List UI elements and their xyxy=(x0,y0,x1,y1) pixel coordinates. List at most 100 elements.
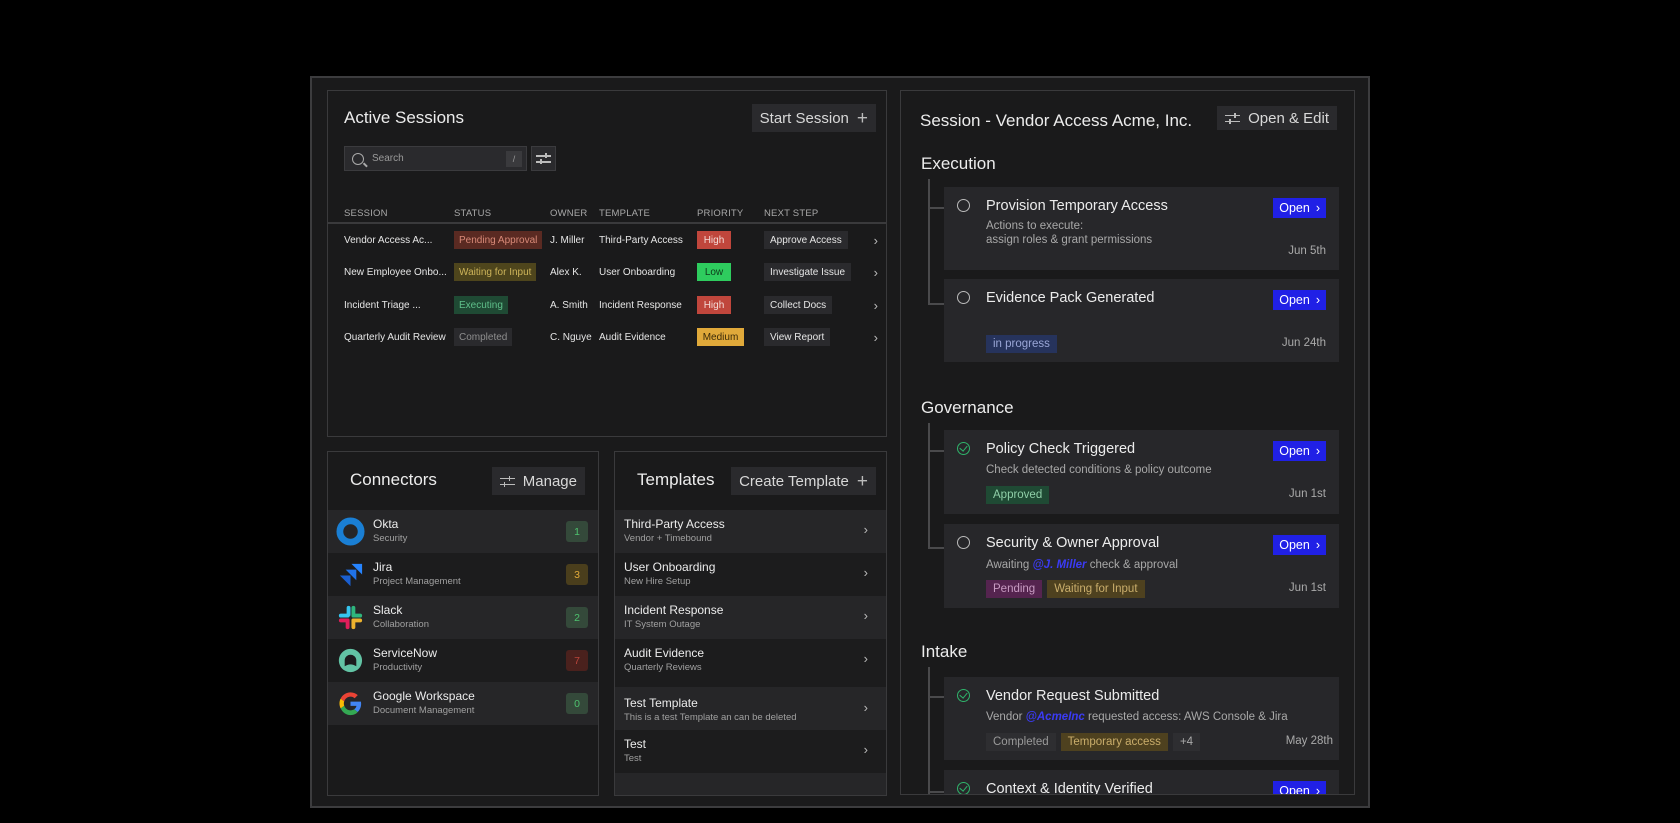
step-title: Vendor Request Submitted xyxy=(986,688,1160,704)
next-step-button[interactable]: Approve Access xyxy=(764,231,848,249)
status-badge: Completed xyxy=(454,328,513,346)
template-name: Audit Evidence xyxy=(624,646,705,660)
priority-badge: High xyxy=(697,296,731,314)
list-filler xyxy=(615,773,886,795)
connector-name: Slack xyxy=(373,603,403,617)
chevron-right-icon: › xyxy=(1315,784,1320,795)
timeline-line xyxy=(928,423,930,548)
template-item[interactable]: Third-Party Access Vendor + Timebound › xyxy=(615,510,886,553)
template-item[interactable]: Incident Response IT System Outage › xyxy=(615,596,886,639)
check-circle-icon xyxy=(957,442,970,455)
open-step-button[interactable]: Open › xyxy=(1273,535,1326,555)
step-title: Provision Temporary Access xyxy=(986,198,1168,214)
next-step-button[interactable]: Collect Docs xyxy=(764,296,833,314)
connector-slack[interactable]: Slack Collaboration 2 xyxy=(328,596,598,639)
open-step-button[interactable]: Open › xyxy=(1273,441,1326,461)
chevron-right-icon[interactable]: › xyxy=(873,265,878,280)
template-item[interactable]: Test Test › xyxy=(615,730,886,773)
next-step-button[interactable]: Investigate Issue xyxy=(764,263,852,281)
template-name: Incident Response xyxy=(624,603,724,617)
table-row[interactable]: New Employee Onbo... Waiting for Input A… xyxy=(328,259,886,287)
section-execution: Execution xyxy=(921,154,996,173)
open-step-button[interactable]: Open › xyxy=(1273,198,1326,218)
connector-okta[interactable]: Okta Security 1 xyxy=(328,510,598,553)
open-step-button[interactable]: Open › xyxy=(1273,290,1326,310)
template-item[interactable]: User Onboarding New Hire Setup › xyxy=(615,553,886,596)
connector-jira[interactable]: Jira Project Management 3 xyxy=(328,553,598,596)
sliders-icon xyxy=(536,152,551,165)
status-badge: Waiting for Input xyxy=(454,263,537,281)
step-desc: Awaiting @J. Miller check & approval xyxy=(986,558,1178,572)
template-item[interactable]: Audit Evidence Quarterly Reviews › xyxy=(615,639,886,687)
chevron-right-icon[interactable]: › xyxy=(873,233,878,248)
user-mention[interactable]: @J. Miller xyxy=(1032,559,1087,571)
filter-button[interactable] xyxy=(531,146,556,171)
servicenow-icon xyxy=(338,648,363,673)
open-step-button[interactable]: Open › xyxy=(1273,781,1326,795)
step-date: Jun 1st xyxy=(1288,582,1326,594)
app-frame: Active Sessions Start Session + / SESSIO… xyxy=(310,76,1370,808)
chevron-right-icon: › xyxy=(1315,444,1320,458)
table-row[interactable]: Incident Triage ... Executing A. Smith I… xyxy=(328,292,886,320)
connector-category: Collaboration xyxy=(373,619,429,630)
status-tag: Waiting for Input xyxy=(1047,580,1145,598)
user-mention[interactable]: @AcmeInc xyxy=(1025,711,1085,723)
chevron-right-icon: › xyxy=(863,565,868,580)
status-tag: Pending xyxy=(986,580,1043,598)
count-badge: 0 xyxy=(566,693,588,714)
template-list: Third-Party Access Vendor + Timebound › … xyxy=(615,510,886,795)
more-tags-badge[interactable]: +4 xyxy=(1172,733,1201,751)
status-tag: Approved xyxy=(986,486,1050,504)
search-field[interactable]: / xyxy=(344,146,527,171)
create-template-label: Create Template xyxy=(739,472,849,490)
template-desc: New Hire Setup xyxy=(624,576,691,587)
connectors-panel: Connectors Manage Okta Security 1 Jira P… xyxy=(327,451,599,796)
template-item[interactable]: Test Template This is a test Template an… xyxy=(615,687,886,730)
sliders-icon xyxy=(1225,112,1241,125)
chevron-right-icon: › xyxy=(863,651,868,666)
manage-button[interactable]: Manage xyxy=(491,467,585,495)
step-card: Context & Identity Verified Open › xyxy=(944,770,1339,795)
step-card: Policy Check Triggered Check detected co… xyxy=(944,430,1339,514)
step-desc-line: assign roles & grant permissions xyxy=(986,234,1153,246)
open-edit-button[interactable]: Open & Edit xyxy=(1217,106,1337,130)
next-step-button[interactable]: View Report xyxy=(764,328,831,346)
timeline-branch xyxy=(928,450,944,452)
desc-text: Awaiting xyxy=(986,559,1030,571)
tag-group: Pending Waiting for Input xyxy=(986,580,1145,598)
table-row[interactable]: Vendor Access Ac... Pending Approval J. … xyxy=(328,227,886,255)
open-label: Open xyxy=(1279,538,1310,552)
start-session-label: Start Session xyxy=(759,109,849,127)
plus-icon: + xyxy=(856,470,868,492)
priority-badge: Low xyxy=(697,263,731,281)
create-template-button[interactable]: Create Template + xyxy=(731,467,876,495)
timeline-branch xyxy=(928,696,944,698)
active-sessions-panel: Active Sessions Start Session + / SESSIO… xyxy=(327,90,887,437)
connector-category: Document Management xyxy=(373,705,475,716)
section-governance: Governance xyxy=(921,398,1014,417)
open-label: Open xyxy=(1279,784,1310,795)
search-input[interactable] xyxy=(372,153,492,164)
priority-badge: Medium xyxy=(697,328,744,346)
session-name: New Employee Onbo... xyxy=(344,267,447,278)
chevron-right-icon[interactable]: › xyxy=(873,298,878,313)
template-desc: Vendor + Timebound xyxy=(624,533,712,544)
template-name: Third-Party Access xyxy=(624,517,725,531)
table-row[interactable]: Quarterly Audit Review Completed C. Nguy… xyxy=(328,324,886,352)
template-desc: Quarterly Reviews xyxy=(624,662,702,673)
col-session: SESSION xyxy=(344,208,388,219)
step-date: Jun 24th xyxy=(1281,337,1326,349)
check-circle-icon xyxy=(957,782,970,794)
col-owner: OWNER xyxy=(550,208,588,219)
connector-name: Okta xyxy=(373,517,399,531)
chevron-right-icon[interactable]: › xyxy=(873,330,878,345)
owner: C. Nguye xyxy=(550,332,592,343)
table-header: SESSION STATUS OWNER TEMPLATE PRIORITY N… xyxy=(328,204,886,224)
connector-servicenow[interactable]: ServiceNow Productivity 7 xyxy=(328,639,598,682)
connector-name: Google Workspace xyxy=(373,689,475,703)
connector-google-workspace[interactable]: Google Workspace Document Management 0 xyxy=(328,682,598,725)
chevron-right-icon: › xyxy=(1315,538,1320,552)
step-desc: Actions to execute: assign roles & grant… xyxy=(986,219,1152,247)
status-tag: Completed xyxy=(986,733,1056,751)
start-session-button[interactable]: Start Session + xyxy=(751,104,876,132)
